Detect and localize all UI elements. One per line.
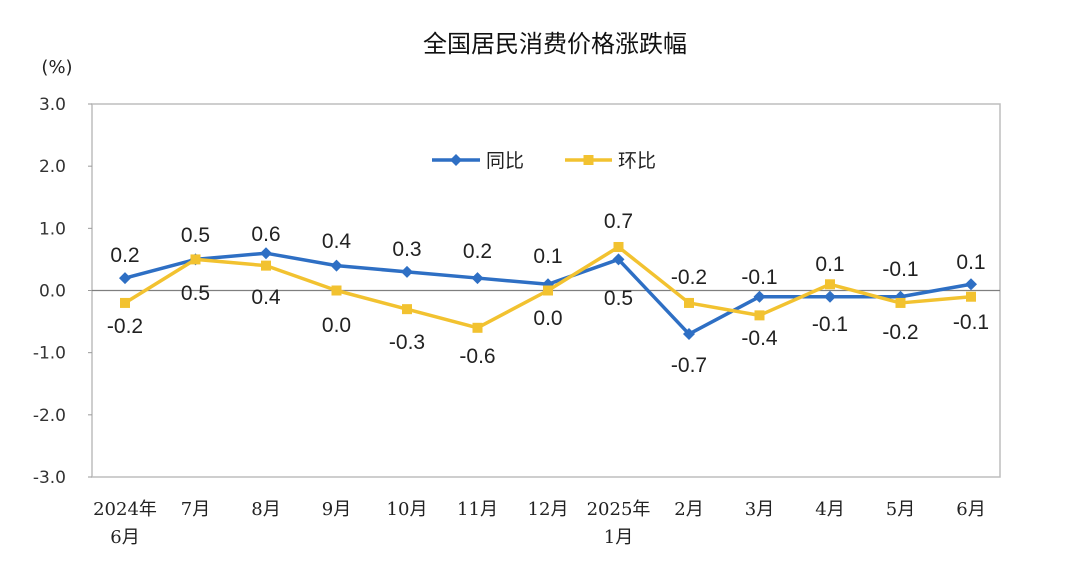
data-label-yoy: 0.4	[322, 230, 352, 253]
y-axis-unit-label: (%)	[41, 57, 72, 78]
legend-label-mom: 环比	[618, 150, 656, 172]
data-label-yoy: -0.7	[671, 354, 707, 377]
x-tick-label: 5月	[886, 499, 915, 520]
data-point-mom	[472, 322, 483, 333]
data-label-mom: -0.2	[107, 315, 143, 338]
data-point-mom	[966, 291, 976, 302]
data-label-mom: -0.2	[671, 266, 707, 289]
data-label-yoy: 0.6	[251, 223, 280, 246]
data-point-yoy	[471, 272, 484, 285]
data-label-yoy: 0.2	[110, 244, 139, 267]
y-tick-label: 1.0	[39, 219, 66, 239]
legend-marker-yoy	[450, 154, 462, 166]
data-label-mom: -0.3	[389, 331, 425, 354]
data-label-mom: -0.4	[741, 327, 778, 350]
data-point-yoy	[965, 278, 977, 291]
data-point-mom	[684, 297, 694, 308]
x-tick-label: 2024年 6月	[93, 499, 157, 548]
x-tick-label: 2月	[674, 499, 703, 520]
data-label-mom: 0.7	[604, 210, 633, 233]
data-point-mom	[190, 254, 201, 265]
data-point-mom	[754, 310, 765, 321]
x-tick-label: 11月	[457, 499, 498, 520]
data-label-yoy: 0.1	[956, 251, 985, 274]
data-label-yoy: 0.5	[604, 287, 633, 310]
data-point-yoy	[683, 328, 695, 341]
y-tick-label: -2.0	[33, 406, 66, 426]
data-point-yoy	[753, 290, 766, 303]
x-tick-label: 2025年 1月	[587, 499, 651, 548]
data-label-yoy: 0.2	[463, 240, 492, 263]
data-label-layer: 0.2 0.5 0.6 0.4 0.3 0.2 0.1 0.5 -0.7 -0.1 -0.1 -0.1…	[107, 210, 989, 377]
data-point-yoy	[330, 259, 343, 272]
data-point-mom	[261, 260, 271, 271]
legend-marker-mom	[583, 155, 594, 165]
chart-title: 全国居民消费价格涨跌幅	[423, 30, 687, 58]
y-tick-label: 2.0	[39, 157, 66, 177]
data-label-mom: -0.6	[459, 345, 495, 368]
x-tick-label: 6月	[956, 499, 985, 520]
y-tick-label: 3.0	[39, 95, 66, 115]
x-tick-label: 9月	[322, 499, 351, 520]
y-tick-label: -3.0	[33, 468, 66, 488]
x-tick-label: 10月	[387, 499, 428, 520]
data-label-mom: 0.4	[251, 286, 281, 309]
data-point-mom	[543, 285, 553, 296]
y-tick-label: -1.0	[33, 344, 66, 364]
data-point-yoy	[401, 265, 413, 278]
x-tick-label: 8月	[251, 499, 280, 520]
data-label-mom: 0.0	[322, 314, 351, 337]
y-axis-ticks: 3.0 2.0 1.0 0.0 -1.0 -2.0 -3.0	[33, 95, 92, 488]
x-tick-label: 4月	[815, 499, 844, 520]
data-point-mom	[120, 297, 130, 308]
data-point-mom	[613, 241, 624, 252]
data-point-yoy	[260, 247, 272, 260]
data-label-yoy: 0.5	[181, 224, 210, 247]
data-point-yoy	[824, 290, 836, 303]
y-tick-label: 0.0	[39, 282, 66, 302]
data-label-mom: 0.0	[533, 307, 562, 330]
x-axis-labels: 2024年 6月 7月 8月 9月 10月 11月 12月 2025年 1月 2月 3月 4月 5月 6月	[93, 499, 986, 548]
data-point-mom	[825, 279, 835, 290]
x-tick-label: 12月	[528, 499, 569, 520]
data-label-mom: 0.5	[181, 282, 210, 305]
data-label-yoy: 0.1	[533, 245, 562, 268]
legend: 同比 环比	[432, 150, 656, 172]
data-label-yoy: -0.1	[812, 313, 848, 336]
legend-label-yoy: 同比	[486, 150, 524, 172]
data-label-mom: -0.1	[953, 311, 989, 334]
data-label-yoy: 0.3	[392, 238, 421, 261]
data-label-mom: 0.1	[815, 253, 844, 276]
data-point-yoy	[119, 272, 131, 285]
series-layer	[119, 241, 977, 341]
data-point-mom	[331, 285, 342, 296]
x-tick-label: 7月	[181, 499, 210, 520]
data-label-mom: -0.2	[882, 321, 918, 344]
data-label-yoy: -0.1	[882, 258, 918, 281]
data-label-yoy: -0.1	[741, 266, 777, 289]
data-point-yoy	[612, 253, 625, 266]
x-tick-label: 3月	[745, 499, 774, 520]
data-point-mom	[402, 304, 412, 315]
data-point-mom	[895, 297, 906, 308]
